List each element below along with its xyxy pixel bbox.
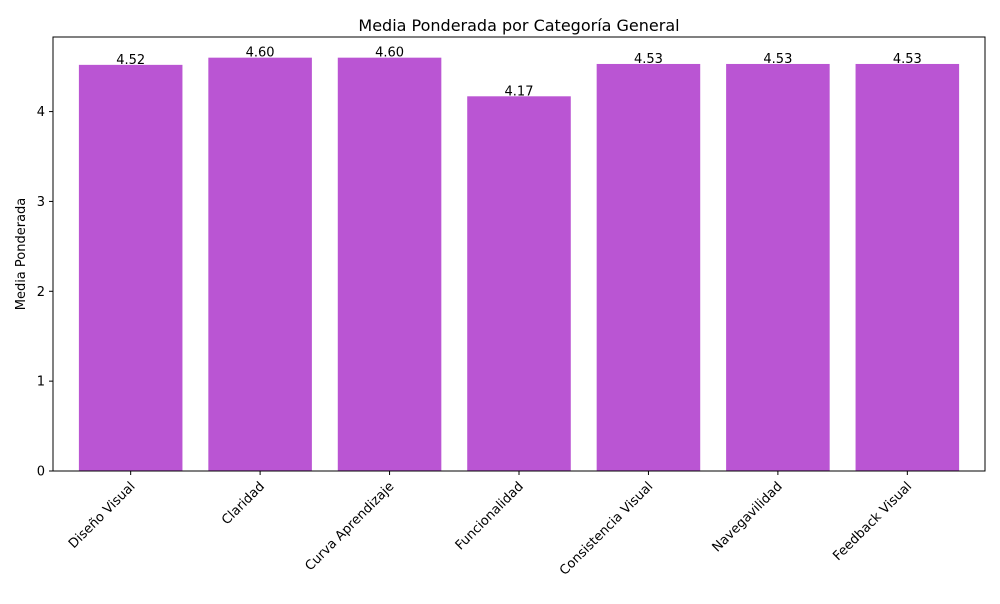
x-tick-label-2: Curva Aprendizaje bbox=[303, 479, 398, 574]
x-tick-label-0: Diseño Visual bbox=[66, 479, 139, 552]
bar-value-label-1: 4.60 bbox=[246, 46, 275, 61]
y-axis-label: Media Ponderada bbox=[14, 198, 29, 311]
x-tick-label-5: Navegavilidad bbox=[710, 479, 786, 555]
y-tick-label-2: 2 bbox=[37, 285, 45, 300]
y-axis-ticks: 0 1 2 3 4 bbox=[37, 105, 53, 480]
x-tick-label-4: Consistencia Visual bbox=[557, 479, 656, 578]
bar-6 bbox=[855, 63, 960, 472]
bar-2 bbox=[337, 57, 442, 472]
x-tick-label-1: Claridad bbox=[219, 479, 268, 528]
value-labels-group: 4.52 4.60 4.60 4.17 4.53 4.53 4.53 bbox=[116, 46, 922, 100]
plot-area-frame bbox=[52, 36, 986, 472]
bar-value-label-4: 4.53 bbox=[634, 52, 663, 67]
bar-5 bbox=[726, 63, 830, 472]
bar-value-label-2: 4.60 bbox=[375, 46, 404, 61]
y-tick-label-3: 3 bbox=[37, 195, 45, 210]
bar-0 bbox=[78, 64, 183, 471]
chart-title: Media Ponderada por Categoría General bbox=[358, 16, 679, 35]
y-tick-label-0: 0 bbox=[37, 465, 45, 480]
x-axis-ticks: Diseño Visual Claridad Curva Aprendizaje Fu… bbox=[66, 471, 915, 579]
bar-3 bbox=[467, 96, 571, 471]
y-tick-label-4: 4 bbox=[37, 105, 45, 120]
bar-value-label-0: 4.52 bbox=[116, 53, 145, 68]
bar-value-label-3: 4.17 bbox=[505, 84, 534, 99]
bar-4 bbox=[596, 63, 701, 472]
bars-group bbox=[78, 57, 960, 472]
bar-value-label-5: 4.53 bbox=[763, 52, 792, 67]
y-tick-label-1: 1 bbox=[37, 375, 45, 390]
bar-1 bbox=[208, 57, 312, 472]
bar-value-label-6: 4.53 bbox=[893, 52, 922, 67]
x-tick-label-6: Feedback Visual bbox=[830, 479, 915, 564]
x-tick-label-3: Funcionalidad bbox=[453, 479, 527, 553]
